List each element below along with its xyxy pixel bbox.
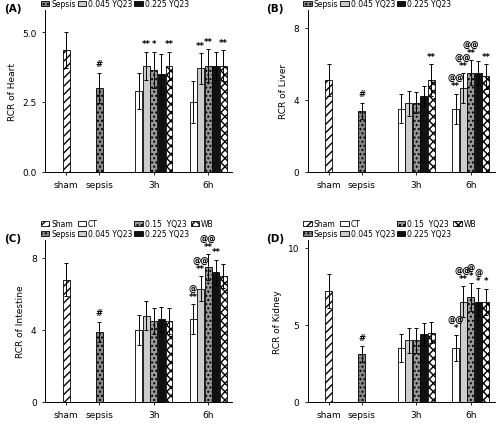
- Bar: [428, 81, 435, 172]
- Text: **: **: [204, 37, 213, 46]
- Text: **: **: [427, 52, 436, 61]
- Bar: [475, 74, 482, 172]
- Bar: [143, 67, 150, 172]
- Bar: [420, 97, 428, 172]
- Bar: [398, 110, 404, 172]
- Text: #: #: [96, 308, 103, 317]
- Text: **: **: [142, 40, 151, 49]
- Text: @
*: @ *: [474, 268, 482, 285]
- Bar: [190, 103, 196, 172]
- Legend: Sham, Sepsis, CT, 0.045 YQ23, 0.15  YQ23, 0.225 YQ23, WB: Sham, Sepsis, CT, 0.045 YQ23, 0.15 YQ23,…: [302, 218, 478, 240]
- Bar: [325, 81, 332, 172]
- Text: **: **: [219, 39, 228, 48]
- Bar: [420, 334, 428, 402]
- Text: (C): (C): [4, 234, 21, 244]
- Bar: [143, 316, 150, 402]
- Bar: [398, 348, 404, 402]
- Y-axis label: RCR of Intestine: RCR of Intestine: [16, 285, 26, 357]
- Bar: [220, 276, 227, 402]
- Text: @@
**: @@ **: [462, 41, 479, 58]
- Text: *: *: [484, 276, 488, 286]
- Bar: [212, 273, 220, 402]
- Bar: [205, 267, 212, 402]
- Text: **: **: [212, 248, 220, 257]
- Bar: [96, 89, 103, 172]
- Text: @@
**: @@ **: [192, 256, 209, 273]
- Bar: [150, 321, 158, 402]
- Legend: Sham, Sepsis, CT, 0.045 YQ23, 0.15  YQ23, 0.225 YQ23, WB: Sham, Sepsis, CT, 0.045 YQ23, 0.15 YQ23,…: [302, 0, 478, 11]
- Bar: [413, 103, 420, 172]
- Bar: [482, 77, 490, 172]
- Text: #: #: [96, 60, 103, 69]
- Y-axis label: RCR of Heart: RCR of Heart: [8, 63, 16, 120]
- Bar: [475, 302, 482, 402]
- Bar: [166, 67, 172, 172]
- Bar: [468, 297, 474, 402]
- Bar: [468, 74, 474, 172]
- Text: @@
**: @@ **: [455, 267, 471, 283]
- Bar: [358, 111, 366, 172]
- Bar: [158, 319, 165, 402]
- Bar: [205, 67, 212, 172]
- Bar: [62, 280, 70, 402]
- Text: (A): (A): [4, 4, 21, 14]
- Bar: [452, 348, 459, 402]
- Bar: [413, 341, 420, 402]
- Bar: [150, 71, 158, 172]
- Bar: [96, 332, 103, 402]
- Text: **: **: [482, 52, 490, 61]
- Bar: [166, 321, 172, 402]
- Bar: [406, 341, 412, 402]
- Bar: [452, 110, 459, 172]
- Text: (D): (D): [266, 234, 284, 244]
- Text: #: #: [358, 89, 366, 98]
- Text: #: #: [358, 333, 366, 342]
- Legend: Sham, Sepsis, CT, 0.045 YQ23, 0.15  YQ23, 0.225 YQ23, WB: Sham, Sepsis, CT, 0.045 YQ23, 0.15 YQ23,…: [40, 218, 215, 240]
- Text: @@
*: @@ *: [448, 315, 464, 332]
- Bar: [220, 67, 227, 172]
- Text: *: *: [152, 40, 156, 49]
- Bar: [460, 302, 466, 402]
- Bar: [212, 67, 220, 172]
- Bar: [198, 289, 204, 402]
- Legend: Sham, Sepsis, CT, 0.045 YQ23, 0.15  YQ23, 0.225 YQ23, WB: Sham, Sepsis, CT, 0.045 YQ23, 0.15 YQ23,…: [40, 0, 215, 11]
- Bar: [198, 69, 204, 172]
- Bar: [460, 89, 466, 172]
- Text: @@
**: @@ **: [448, 74, 464, 91]
- Bar: [190, 319, 196, 402]
- Y-axis label: RCR of Kidney: RCR of Kidney: [273, 289, 282, 353]
- Text: @
*: @ *: [466, 263, 475, 280]
- Y-axis label: RCR of Liver: RCR of Liver: [279, 64, 288, 119]
- Bar: [136, 92, 142, 172]
- Text: **: **: [164, 40, 173, 49]
- Bar: [62, 51, 70, 172]
- Text: @@
**: @@ **: [455, 53, 471, 71]
- Bar: [358, 354, 366, 402]
- Text: (B): (B): [266, 4, 284, 14]
- Bar: [482, 302, 490, 402]
- Bar: [158, 75, 165, 172]
- Bar: [325, 291, 332, 402]
- Text: **: **: [196, 42, 205, 51]
- Bar: [136, 330, 142, 402]
- Bar: [428, 333, 435, 402]
- Text: @@
**: @@ **: [200, 235, 216, 252]
- Bar: [406, 104, 412, 172]
- Text: @
**: @ **: [188, 284, 198, 301]
